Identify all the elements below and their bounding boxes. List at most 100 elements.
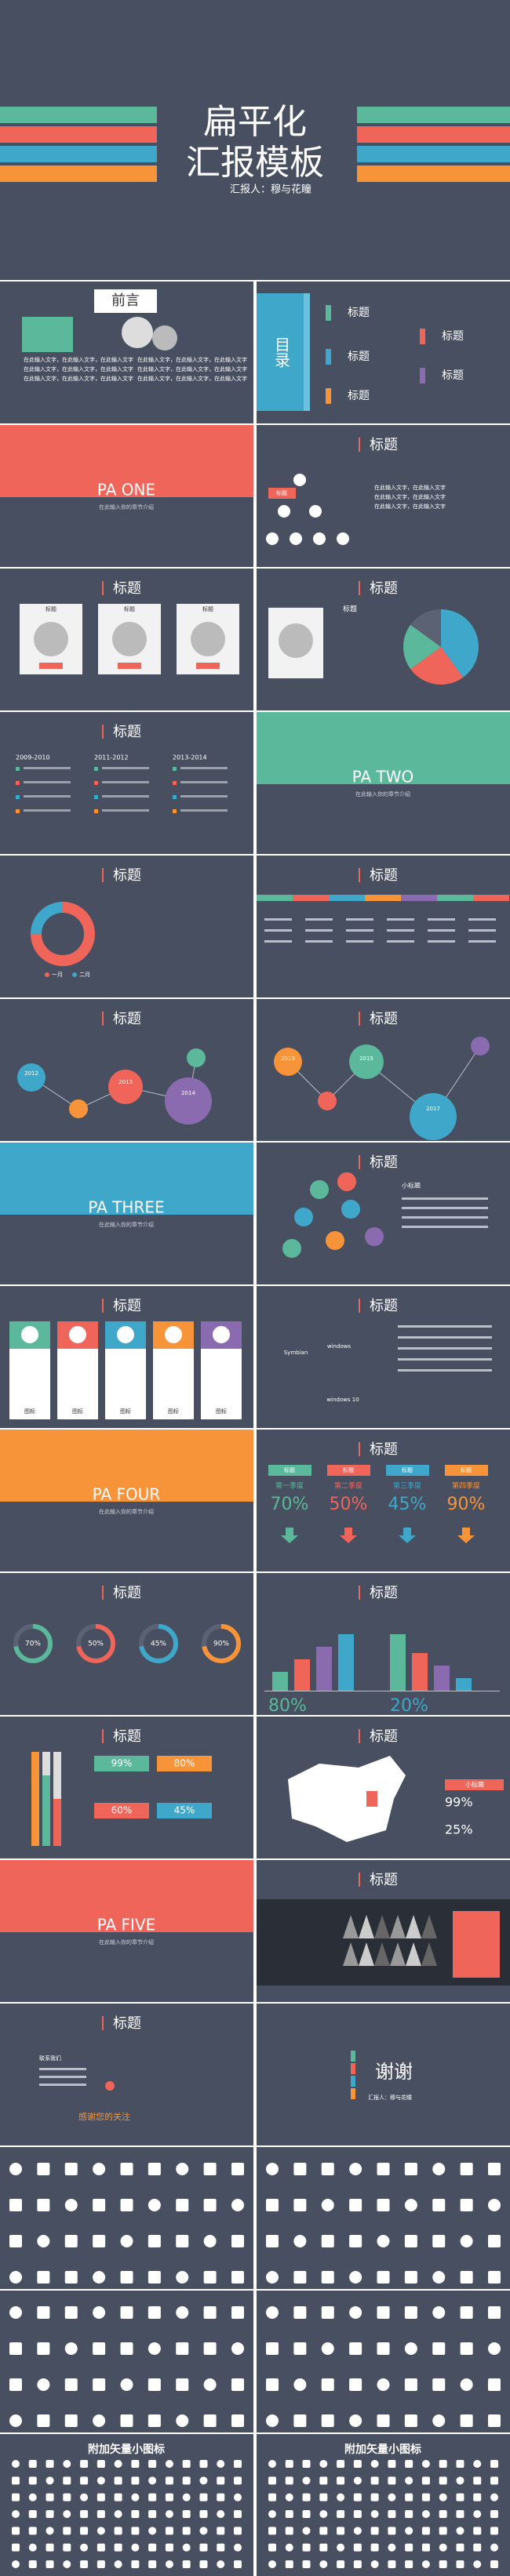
shape [488, 2163, 501, 2175]
slide: 标题 2012 2013 2014 [0, 999, 253, 1141]
shape [302, 2476, 311, 2485]
shape [268, 2527, 276, 2535]
shape [456, 2527, 464, 2535]
shape [37, 2199, 50, 2211]
shape [398, 1347, 492, 1350]
shape [302, 2460, 311, 2468]
shape [266, 2306, 279, 2319]
shape [490, 2460, 498, 2468]
shape [302, 2543, 311, 2552]
shape [120, 2414, 133, 2427]
shape [488, 2199, 501, 2211]
shape [148, 2199, 161, 2211]
shape [387, 940, 414, 943]
shape [199, 2527, 208, 2535]
shape [0, 165, 157, 182]
shape [321, 2306, 334, 2319]
shape [293, 2306, 307, 2319]
shape [460, 2342, 473, 2355]
text: 扁平化 [203, 102, 307, 142]
shape [432, 2378, 446, 2391]
shape [359, 1299, 360, 1313]
text: 2015 [359, 1055, 373, 1062]
shape [460, 2271, 473, 2284]
text: 在此输入文字，在此输入文字 [374, 493, 446, 500]
shape [64, 2163, 78, 2175]
text: 2014 [181, 1090, 195, 1096]
arrow [399, 1528, 416, 1543]
shape [388, 2460, 396, 2468]
shape [234, 2476, 242, 2485]
slide: 标题 80% 20% [257, 1573, 510, 1716]
shape [148, 2342, 161, 2355]
text: 50% [330, 1495, 368, 1514]
shape [231, 2235, 244, 2247]
shape [410, 1093, 457, 1140]
shape [428, 929, 455, 932]
arrow [457, 1528, 475, 1543]
shape [12, 2560, 20, 2568]
shape [234, 2510, 242, 2518]
shape [97, 2493, 105, 2502]
shape [337, 2560, 345, 2568]
text: 标题 [113, 1011, 141, 1027]
text: 标题 [113, 1585, 141, 1601]
shape [359, 1442, 360, 1456]
shape [370, 2476, 379, 2485]
shape [377, 2163, 390, 2175]
shape [173, 795, 177, 799]
shape [266, 2271, 279, 2284]
shape [46, 2493, 54, 2502]
shape [460, 2163, 473, 2175]
shape [153, 1349, 194, 1419]
shape [39, 663, 63, 669]
shape [28, 2560, 37, 2568]
shape [37, 2235, 50, 2247]
shape [39, 2076, 86, 2078]
shape [405, 2476, 413, 2485]
shape [321, 2414, 334, 2427]
shape [357, 126, 510, 143]
shape [94, 809, 98, 813]
shape [93, 2378, 106, 2391]
shape [80, 2527, 89, 2535]
shape [157, 1803, 212, 1818]
triangle [421, 1915, 437, 1938]
shape [432, 2163, 446, 2175]
shape [202, 1624, 241, 1663]
text: 标题 [370, 580, 398, 597]
shape [349, 1045, 384, 1079]
text: 80% [174, 1758, 195, 1769]
shape [377, 2378, 390, 2391]
pie-slice [403, 624, 441, 670]
shape [165, 1077, 212, 1125]
text: 小标题 [465, 1781, 484, 1789]
text: 25% [445, 1822, 473, 1837]
shape [266, 2414, 279, 2427]
shape [293, 895, 329, 901]
shape [473, 2543, 482, 2552]
text: 标题 [402, 1466, 413, 1473]
shape [264, 918, 292, 921]
shape [199, 2476, 208, 2485]
shape [131, 2476, 140, 2485]
shape [9, 2342, 22, 2355]
shape [268, 2476, 276, 2485]
shape [377, 2414, 390, 2427]
text: 标题 [113, 1728, 141, 1745]
shape [102, 1012, 104, 1026]
bar [316, 1647, 332, 1691]
shape [63, 2560, 71, 2568]
shape [97, 2543, 105, 2552]
shape [377, 2342, 390, 2355]
shape [349, 2306, 362, 2319]
shape [432, 2414, 446, 2427]
shape [266, 2235, 279, 2247]
text: 在此输入文字，在此输入文字 [374, 484, 446, 491]
shape [9, 1349, 50, 1419]
text: 在此输入你的章节介绍 [99, 1938, 154, 1946]
text: 图标 [120, 1408, 131, 1415]
shape [234, 2493, 242, 2502]
